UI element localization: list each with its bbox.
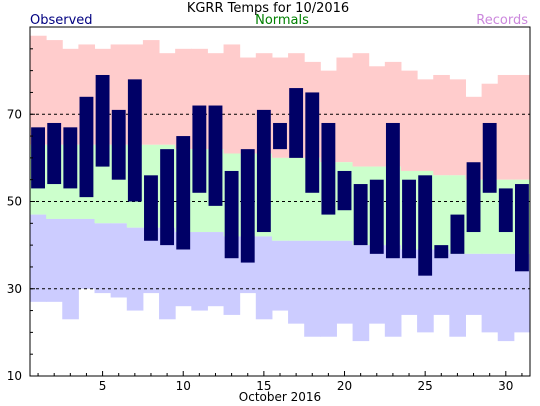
legend-records: Records xyxy=(476,13,528,28)
observed-bar xyxy=(434,245,449,259)
observed-bar xyxy=(256,109,271,233)
observed-bar xyxy=(79,96,94,198)
record-low-band xyxy=(46,218,63,302)
x-tick-label: 5 xyxy=(99,379,107,393)
observed-bar xyxy=(63,127,78,189)
observed-bar xyxy=(515,184,529,272)
record-high-band xyxy=(62,48,79,145)
record-low-band xyxy=(336,240,354,324)
record-low-band xyxy=(481,253,499,333)
record-low-band xyxy=(142,227,160,294)
record-high-band xyxy=(465,96,483,180)
normal-band xyxy=(288,157,305,241)
record-low-band xyxy=(271,240,289,311)
record-high-band xyxy=(417,79,434,171)
record-low-band xyxy=(320,240,337,337)
record-low-band xyxy=(465,253,483,315)
record-low-band xyxy=(175,232,192,307)
record-low-band xyxy=(384,245,402,337)
record-high-band xyxy=(433,74,450,176)
record-low-band xyxy=(126,227,144,311)
record-high-band xyxy=(336,57,354,163)
record-low-band xyxy=(368,245,386,324)
observed-bar xyxy=(353,184,368,246)
axes: 10 30 50 70 5 10 15 20 25 30 xyxy=(7,26,523,393)
chart-title: KGRR Temps for 10/2016 xyxy=(187,1,349,16)
record-high-band xyxy=(368,66,386,167)
record-low-band xyxy=(110,223,128,298)
x-tick-label: 20 xyxy=(337,379,352,393)
observed-bar xyxy=(144,175,158,241)
record-low-band xyxy=(449,253,466,337)
observed-bar xyxy=(321,122,336,215)
record-low-band xyxy=(191,232,208,311)
record-low-band xyxy=(497,253,515,342)
normal-band xyxy=(433,175,450,250)
record-high-band xyxy=(352,53,370,167)
record-high-band xyxy=(159,53,176,145)
observed-bar xyxy=(482,122,497,193)
x-axis-label: October 2016 xyxy=(239,390,321,404)
observed-bar xyxy=(208,105,223,206)
x-tick-label: 30 xyxy=(498,379,513,393)
gridlines xyxy=(30,113,530,290)
observed-bar xyxy=(127,79,142,202)
observed-bar xyxy=(418,175,433,276)
y-tick-label: 10 xyxy=(7,369,22,383)
record-low-band xyxy=(30,214,47,302)
record-high-band xyxy=(46,40,63,145)
observed-bar xyxy=(450,214,465,254)
observed-bar xyxy=(240,149,255,263)
observed-bar xyxy=(224,170,239,259)
legend-normals: Normals xyxy=(255,13,309,28)
observed-bar xyxy=(192,105,207,193)
observed-bar xyxy=(337,170,352,211)
record-low-band xyxy=(352,245,370,342)
record-high-band xyxy=(400,70,418,171)
normal-band xyxy=(481,179,499,254)
observed-bar xyxy=(95,74,110,167)
observed-bar xyxy=(47,122,62,185)
record-low-band xyxy=(62,218,79,320)
observed-bar xyxy=(466,162,481,233)
observed-bar xyxy=(369,179,384,254)
record-high-band xyxy=(497,74,515,180)
record-low-band xyxy=(78,218,96,289)
observed-bar xyxy=(305,92,320,193)
observed-bar xyxy=(111,109,126,180)
record-high-band xyxy=(513,74,531,180)
observed-bar xyxy=(176,136,191,250)
record-low-band xyxy=(400,249,418,315)
y-tick-label: 50 xyxy=(7,195,22,209)
record-low-band xyxy=(433,249,450,315)
observed-bar xyxy=(273,122,287,150)
record-low-band xyxy=(255,236,273,320)
record-high-band xyxy=(142,40,160,145)
x-tick-label: 10 xyxy=(176,379,191,393)
x-tick-label: 15 xyxy=(256,379,271,393)
record-low-band xyxy=(207,232,225,307)
observed-bar xyxy=(402,179,416,259)
record-high-band xyxy=(30,35,47,145)
record-low-band xyxy=(513,253,531,333)
record-high-band xyxy=(449,79,466,176)
observed-bar xyxy=(498,188,513,233)
record-low-band xyxy=(288,240,305,324)
observed-bar xyxy=(385,122,400,259)
x-tick-label: 25 xyxy=(418,379,433,393)
observed-bar xyxy=(160,149,175,246)
legend-observed: Observed xyxy=(30,13,93,28)
observed-bar xyxy=(31,127,45,189)
normal-band xyxy=(271,157,289,241)
y-tick-label: 70 xyxy=(7,107,22,121)
record-low-band xyxy=(94,223,112,294)
record-high-band xyxy=(239,57,257,154)
record-low-band xyxy=(159,227,176,320)
y-tick-label: 30 xyxy=(7,282,22,296)
record-high-band xyxy=(175,48,192,150)
record-high-band xyxy=(223,44,241,154)
observed-bars xyxy=(31,74,529,276)
observed-bar xyxy=(289,88,304,158)
